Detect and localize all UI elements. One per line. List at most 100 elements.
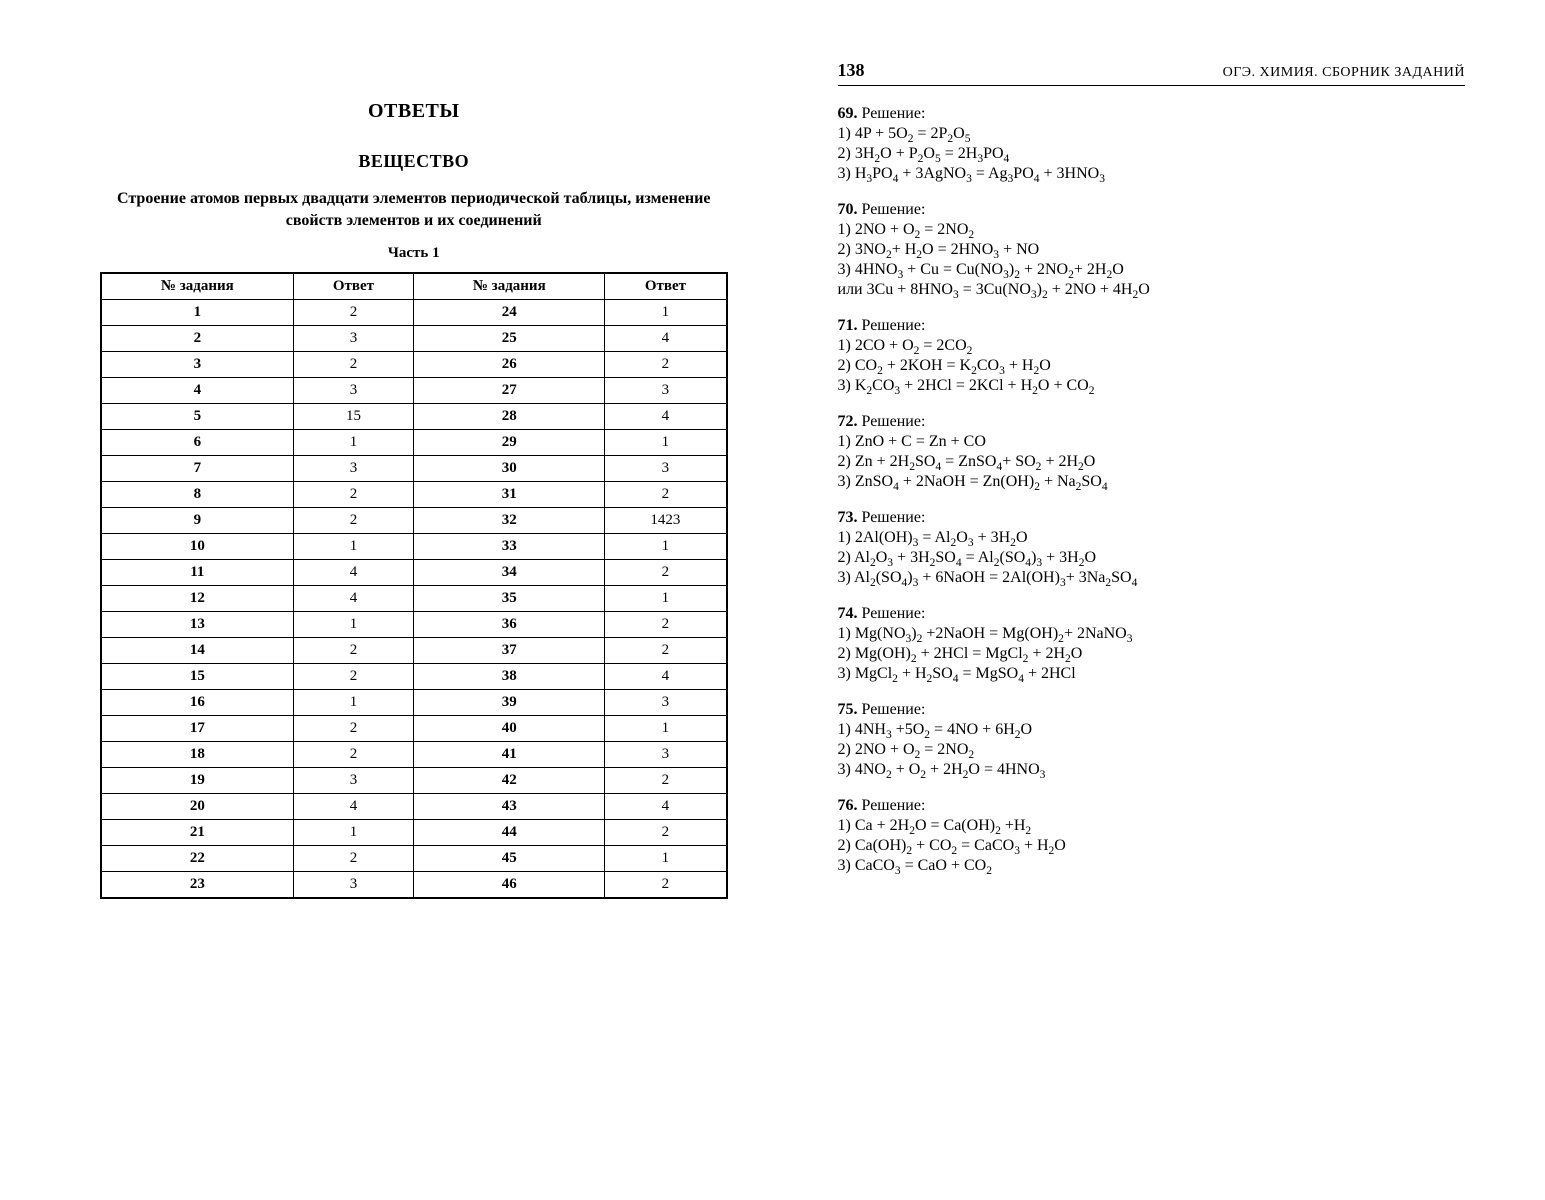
question-number-cell: 35 [414,586,605,612]
solution-heading: 71. Решение: [838,316,1466,336]
answer-cell: 2 [293,664,414,690]
solution-line: 2) Ca(OH)2 + CO2 = CaCO3 + H2O [838,836,1466,856]
solution-block: 71. Решение:1) 2CO + O2 = 2CO22) CO2 + 2… [838,316,1466,396]
answer-cell: 2 [605,872,727,899]
answers-table: № заданияОтвет№ заданияОтвет 12241232543… [100,272,728,899]
table-row: 152384 [101,664,727,690]
solution-line: 2) Zn + 2H2SO4 = ZnSO4+ SO2 + 2H2O [838,452,1466,472]
question-number-cell: 9 [101,508,293,534]
answer-cell: 1 [293,534,414,560]
solution-line: 1) Ca + 2H2O = Ca(OH)2 +H2 [838,816,1466,836]
solution-line: 2) CO2 + 2KOH = K2CO3 + H2O [838,356,1466,376]
answer-cell: 2 [293,716,414,742]
answer-cell: 3 [605,378,727,404]
solution-number: 71. [838,317,858,334]
answers-table-header-cell: Ответ [605,273,727,300]
solution-line: 3) K2CO3 + 2HCl = 2KCl + H2O + CO2 [838,376,1466,396]
solution-line: 3) ZnSO4 + 2NaOH = Zn(OH)2 + Na2SO4 [838,472,1466,492]
solution-line: 3) 4HNO3 + Cu = Cu(NO3)2 + 2NO2+ 2H2O [838,260,1466,280]
answers-title: ОТВЕТЫ [100,100,728,123]
solution-line: 1) 4NH3 +5O2 = 4NO + 6H2O [838,720,1466,740]
answers-table-header-cell: № задания [101,273,293,300]
answer-cell: 2 [605,560,727,586]
table-row: 92321423 [101,508,727,534]
solution-block: 72. Решение:1) ZnO + C = Zn + CO2) Zn + … [838,412,1466,492]
solution-number: 76. [838,797,858,814]
solution-heading: 70. Решение: [838,200,1466,220]
solution-line: 2) Mg(OH)2 + 2HCl = MgCl2 + 2H2O [838,644,1466,664]
question-number-cell: 36 [414,612,605,638]
question-number-cell: 39 [414,690,605,716]
question-number-cell: 40 [414,716,605,742]
answer-cell: 2 [605,482,727,508]
page: ОТВЕТЫ ВЕЩЕСТВО Строение атомов первых д… [0,0,1545,1200]
solution-line: 2) Al2O3 + 3H2SO4 = Al2(SO4)3 + 3H2O [838,548,1466,568]
solution-heading: 75. Решение: [838,700,1466,720]
question-number-cell: 41 [414,742,605,768]
answer-cell: 4 [605,326,727,352]
table-row: 182413 [101,742,727,768]
question-number-cell: 24 [414,300,605,326]
question-number-cell: 33 [414,534,605,560]
solution-number: 74. [838,605,858,622]
question-number-cell: 17 [101,716,293,742]
subsection-heading: Строение атомов первых двадцати элементо… [100,188,728,231]
question-number-cell: 10 [101,534,293,560]
question-number-cell: 25 [414,326,605,352]
solution-heading: 72. Решение: [838,412,1466,432]
answer-cell: 3 [293,872,414,899]
solution-label: Решение: [858,797,926,814]
answer-cell: 4 [605,794,727,820]
answer-cell: 1 [605,534,727,560]
table-row: 43273 [101,378,727,404]
question-number-cell: 3 [101,352,293,378]
answer-cell: 3 [293,378,414,404]
solution-heading: 69. Решение: [838,104,1466,124]
solution-number: 69. [838,105,858,122]
answer-cell: 2 [605,768,727,794]
question-number-cell: 8 [101,482,293,508]
table-row: 172401 [101,716,727,742]
question-number-cell: 20 [101,794,293,820]
answer-cell: 2 [293,300,414,326]
answer-cell: 4 [605,404,727,430]
question-number-cell: 44 [414,820,605,846]
question-number-cell: 23 [101,872,293,899]
question-number-cell: 45 [414,846,605,872]
solution-line: 1) ZnO + C = Zn + CO [838,432,1466,452]
table-row: 82312 [101,482,727,508]
solution-block: 73. Решение:1) 2Al(OH)3 = Al2O3 + 3H2O2)… [838,508,1466,588]
solution-block: 76. Решение: 1) Ca + 2H2O = Ca(OH)2 +H22)… [838,796,1466,876]
table-row: 61291 [101,430,727,456]
answers-table-body: 1224123254322624327351528461291733038231… [101,300,727,899]
question-number-cell: 19 [101,768,293,794]
table-row: 101331 [101,534,727,560]
table-row: 142372 [101,638,727,664]
answer-cell: 2 [293,482,414,508]
solution-number: 70. [838,201,858,218]
answer-cell: 4 [605,664,727,690]
solution-heading: 74. Решение: [838,604,1466,624]
answer-cell: 1 [605,430,727,456]
table-row: 114342 [101,560,727,586]
table-row: 131362 [101,612,727,638]
solution-line: 2) 3H2O + P2O5 = 2H3PO4 [838,144,1466,164]
solution-number: 73. [838,509,858,526]
question-number-cell: 34 [414,560,605,586]
solution-block: 70. Решение:1) 2NO + O2 = 2NO22) 3NO2+ H… [838,200,1466,300]
question-number-cell: 4 [101,378,293,404]
solution-line: 3) Al2(SO4)3 + 6NaOH = 2Al(OH)3+ 3Na2SO4 [838,568,1466,588]
question-number-cell: 11 [101,560,293,586]
solution-block: 75. Решение:1) 4NH3 +5O2 = 4NO + 6H2O2) … [838,700,1466,780]
question-number-cell: 31 [414,482,605,508]
answer-cell: 1 [293,820,414,846]
table-row: 211442 [101,820,727,846]
solution-line: 2) 2NO + O2 = 2NO2 [838,740,1466,760]
question-number-cell: 27 [414,378,605,404]
solution-line: 1) 2CO + O2 = 2CO2 [838,336,1466,356]
solution-label: Решение: [858,413,926,430]
table-row: 161393 [101,690,727,716]
solution-line: 1) Mg(NO3)2 +2NaOH = Mg(OH)2+ 2NaNO3 [838,624,1466,644]
answers-table-header-cell: № задания [414,273,605,300]
answer-cell: 3 [605,742,727,768]
